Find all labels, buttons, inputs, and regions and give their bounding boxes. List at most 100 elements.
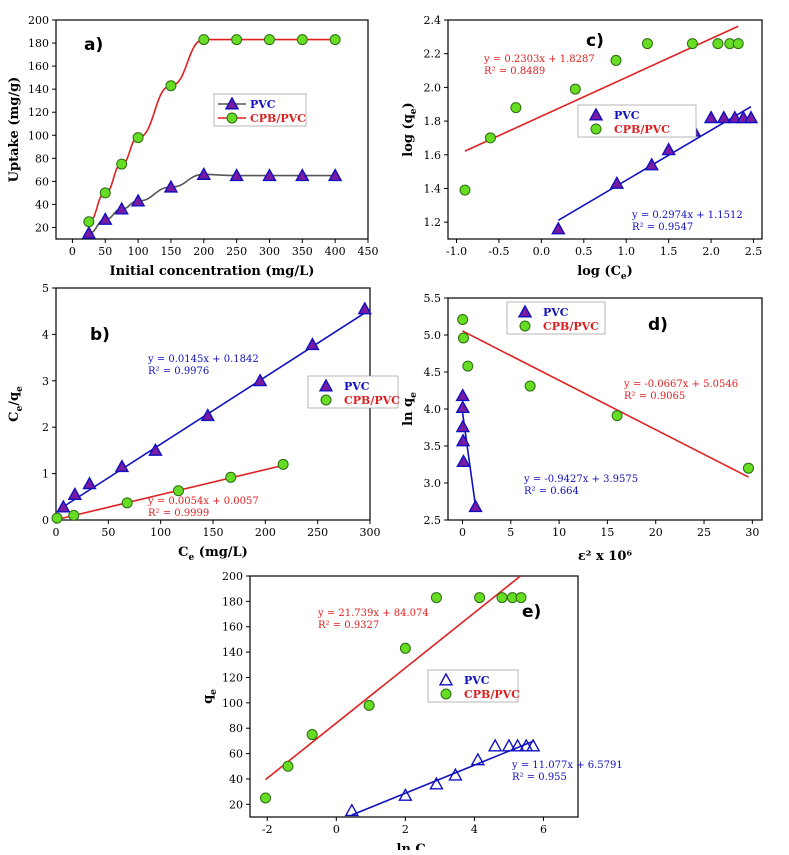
data-point-b-pvc [305, 337, 320, 351]
data-point-e-cpb-pvc [306, 729, 318, 741]
data-point-c-cpb-pvc [641, 38, 653, 50]
data-point-a-pvc [262, 168, 277, 182]
fit-line-e [265, 575, 521, 781]
y-tick-label-b: 4 [42, 328, 49, 341]
y-tick-label-e: 180 [222, 595, 243, 608]
legend-label-cpb-pvc: CPB/PVC [250, 112, 306, 125]
y-tick-label-d: 3.5 [424, 440, 442, 453]
x-tick-label-e: -2 [262, 823, 273, 836]
x-tick-label-c: -1.0 [446, 245, 467, 258]
data-point-c-cpb-pvc [686, 38, 698, 50]
data-point-d-pvc [456, 454, 471, 468]
data-point-e-pvc [501, 738, 517, 752]
fit-r2-c: R² = 0.8489 [484, 66, 545, 77]
data-point-a-pvc [130, 193, 146, 207]
y-tick-label-a: 100 [28, 129, 49, 142]
x-tick-label-e: 0 [333, 823, 340, 836]
data-point-a-cpb-pvc [83, 216, 95, 228]
y-tick-label-c: 1.6 [424, 149, 442, 162]
data-point-c-pvc [609, 175, 625, 189]
panel-label-b: b) [90, 325, 110, 345]
x-tick-label-a: 250 [226, 245, 247, 258]
data-point-e-pvc [470, 752, 486, 766]
x-tick-label-a: 300 [259, 245, 280, 258]
y-tick-label-a: 160 [28, 60, 49, 73]
panel-label-d: d) [648, 315, 668, 335]
legend-label-pvc: PVC [464, 674, 490, 687]
y-tick-label-d: 4.5 [424, 366, 442, 379]
y-tick-label-e: 100 [222, 697, 243, 710]
y-tick-label-a: 180 [28, 37, 49, 50]
series-line-a [88, 38, 336, 223]
data-point-c-cpb-pvc [484, 132, 496, 144]
y-tick-label-b: 0 [42, 514, 49, 527]
data-point-a-pvc [81, 225, 97, 239]
data-point-c-pvc [743, 110, 759, 124]
fit-r2-d: R² = 0.9065 [624, 391, 685, 402]
legend-label-pvc: PVC [614, 109, 640, 122]
data-point-b-pvc [252, 373, 268, 387]
data-point-b-pvc [67, 487, 83, 500]
data-point-e-pvc [510, 738, 525, 752]
fit-line-d [462, 330, 749, 478]
data-point-a-pvc [327, 168, 343, 182]
data-point-d-pvc [455, 433, 471, 447]
data-point-c-pvc [551, 221, 566, 235]
x-tick-label-b: 300 [360, 526, 381, 539]
data-point-c-pvc [703, 110, 719, 124]
fit-equation-d: y = -0.0667x + 5.0546 [623, 379, 738, 390]
y-axis-title-d: ln qe [401, 392, 419, 426]
data-point-a-cpb-pvc [329, 34, 341, 46]
legend-marker-cpb-pvc [519, 320, 531, 332]
x-tick-label-d: 30 [745, 526, 759, 539]
y-tick-label-b: 5 [42, 282, 49, 295]
legend-label-cpb-pvc: CPB/PVC [464, 688, 520, 701]
y-tick-label-a: 80 [35, 152, 49, 165]
legend-marker-pvc [588, 107, 604, 121]
x-tick-label-d: 25 [697, 526, 711, 539]
legend-marker-pvc [318, 378, 334, 392]
y-tick-label-c: 1.2 [424, 216, 442, 229]
chart-e: -2 0 2 4 6 20 40 60 80 100 120 140 160 180 200 ln Ce qe e… [201, 570, 623, 855]
x-tick-label-b: 0 [53, 526, 60, 539]
legend-label-pvc: PVC [344, 380, 370, 393]
data-point-a-cpb-pvc [296, 34, 308, 46]
legend-label-cpb-pvc: CPB/PVC [614, 123, 670, 136]
y-tick-label-e: 200 [222, 570, 243, 583]
x-tick-label-d: 0 [459, 526, 466, 539]
data-point-d-cpb-pvc [611, 410, 623, 422]
x-tick-label-e: 2 [402, 823, 409, 836]
x-tick-label-a: 150 [160, 245, 181, 258]
fit-equation-e: y = 11.077x + 6.5791 [511, 760, 623, 771]
data-point-e-pvc [344, 803, 360, 817]
data-point-d-pvc [468, 499, 483, 513]
x-tick-label-c: 0.0 [533, 245, 551, 258]
x-tick-label-d: 10 [552, 526, 566, 539]
data-point-b-cpb-pvc [51, 512, 63, 524]
panel-label-e: e) [522, 602, 541, 622]
y-tick-label-e: 40 [229, 773, 243, 786]
data-point-a-pvc [114, 201, 129, 215]
x-axis-title-d: ε² x 10⁶ [578, 549, 632, 564]
x-tick-label-a: 450 [358, 245, 379, 258]
y-tick-label-a: 120 [28, 106, 49, 119]
data-point-e-pvc [487, 738, 503, 752]
data-point-c-cpb-pvc [459, 184, 471, 196]
fit-line-e [351, 740, 534, 816]
x-tick-label-b: 150 [203, 526, 224, 539]
data-point-a-cpb-pvc [132, 132, 144, 144]
fit-equation-b: y = 0.0145x + 0.1842 [147, 354, 259, 365]
data-point-d-cpb-pvc [457, 332, 469, 344]
y-tick-label-a: 20 [35, 221, 49, 234]
data-point-c-cpb-pvc [610, 54, 622, 66]
panel-label-a: a) [84, 35, 103, 55]
data-point-a-cpb-pvc [198, 34, 210, 46]
x-tick-label-c: -0.5 [488, 245, 509, 258]
x-tick-label-c: 1.0 [617, 245, 635, 258]
